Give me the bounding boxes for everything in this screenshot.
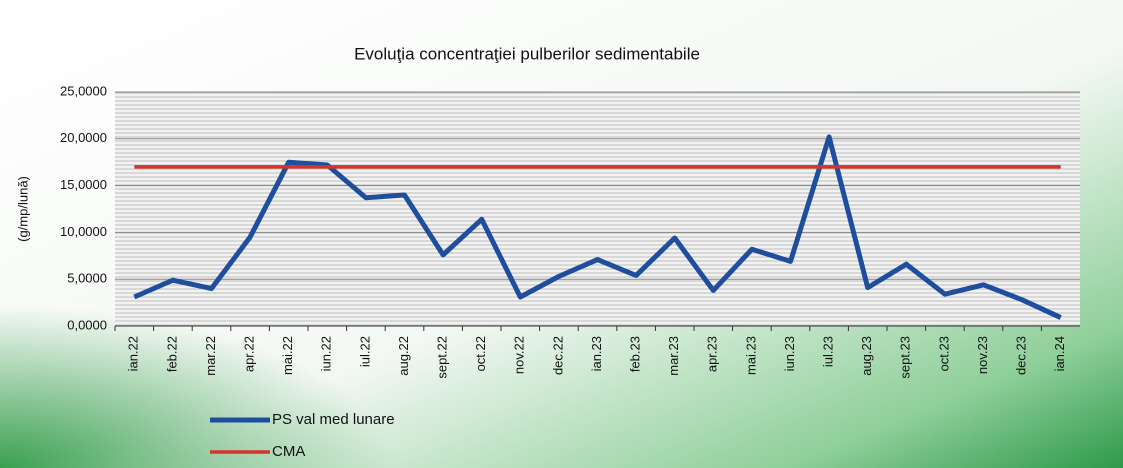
series-line	[133, 134, 1062, 320]
x-tick-label: iul.23	[821, 336, 836, 367]
x-tick-label: mar.22	[203, 336, 218, 376]
x-tick-label: mar.23	[666, 336, 681, 376]
y-tick-label: 5,0000	[67, 271, 107, 286]
y-tick-label: 25,0000	[60, 83, 107, 98]
x-tick-label: sept.23	[898, 336, 913, 379]
x-tick-label: oct.23	[936, 336, 951, 371]
x-tick-label: iun.23	[782, 336, 797, 371]
plot-area	[115, 92, 1080, 326]
x-tick-label: feb.23	[628, 336, 643, 372]
x-tick-label: mai.23	[743, 336, 758, 375]
x-tick-label: ian.24	[1052, 336, 1067, 371]
x-tick-label: dec.22	[550, 336, 565, 375]
y-tick-label: 0,0000	[67, 317, 107, 332]
y-tick-label: 20,0000	[60, 130, 107, 145]
x-tick-label: nov.23	[975, 336, 990, 374]
y-tick-label: 10,0000	[60, 224, 107, 239]
x-tick-label: mai.22	[280, 336, 295, 375]
x-tick-label: iun.22	[319, 336, 334, 371]
x-tick-label: apr.22	[242, 336, 257, 372]
legend-label: CMA	[272, 443, 305, 460]
x-tick-label: aug.22	[396, 336, 411, 376]
x-tick-label: oct.22	[473, 336, 488, 371]
y-tick-label: 15,0000	[60, 177, 107, 192]
legend-label: PS val med lunare	[272, 411, 395, 428]
x-tick-label: nov.22	[512, 336, 527, 374]
x-tick-label: dec.23	[1014, 336, 1029, 375]
x-tick-label: aug.23	[859, 336, 874, 376]
x-tick-label: apr.23	[705, 336, 720, 372]
x-tick-label: ian.23	[589, 336, 604, 371]
y-axis-label: (g/mp/lună)	[15, 176, 30, 242]
x-tick-label: feb.22	[164, 336, 179, 372]
chart-title: Evoluţia concentraţiei pulberilor sedime…	[354, 44, 700, 63]
x-tick-label: ian.22	[126, 336, 141, 371]
x-tick-label: sept.22	[435, 336, 450, 379]
x-tick-label: iul.22	[357, 336, 372, 367]
